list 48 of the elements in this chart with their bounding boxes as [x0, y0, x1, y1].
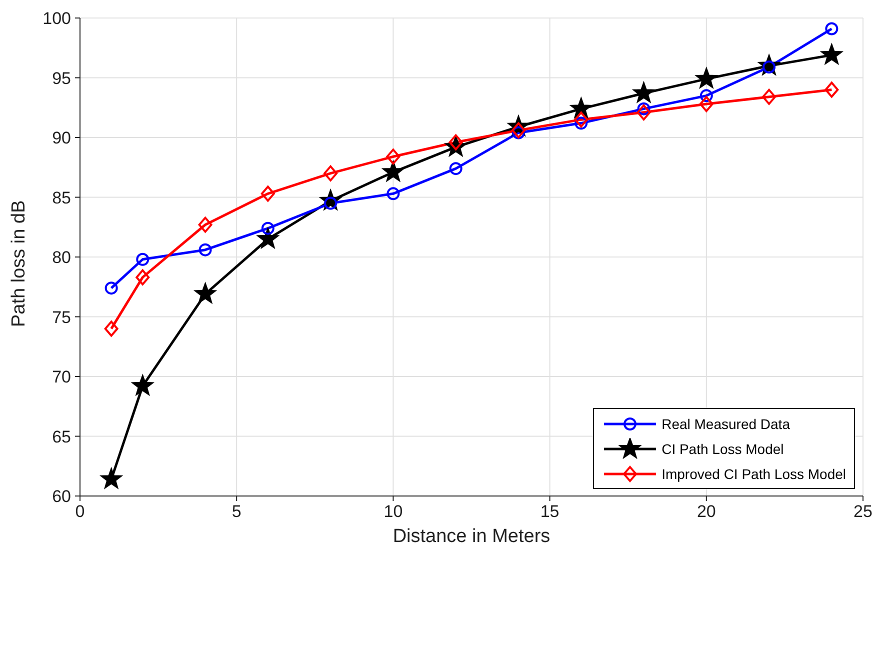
point [136, 252, 150, 266]
legend-label: Real Measured Data [662, 416, 790, 432]
point [699, 96, 714, 112]
point [324, 165, 338, 182]
x-tick-label: 20 [696, 502, 716, 522]
y-tick-label: 85 [52, 188, 71, 208]
point [198, 243, 212, 256]
point [386, 187, 400, 200]
point [632, 82, 655, 103]
legend-label: CI Path Loss Model [662, 440, 784, 456]
x-tick-label: 15 [540, 502, 560, 522]
x-tick-label: 0 [75, 502, 85, 522]
point [700, 89, 713, 102]
point [104, 320, 118, 337]
point [825, 22, 838, 36]
y-tick-label: 75 [52, 308, 71, 327]
y-tick-label: 65 [52, 427, 71, 446]
point [762, 88, 776, 105]
x-tick-label: 25 [854, 502, 872, 522]
point [824, 82, 839, 98]
point [198, 216, 212, 233]
point [260, 186, 275, 202]
point [636, 104, 651, 120]
point [256, 228, 279, 248]
point [574, 112, 588, 128]
point [261, 222, 274, 235]
legend-label: Improved CI Path Loss Model [662, 466, 846, 482]
point [386, 148, 400, 165]
point [100, 468, 122, 489]
x-tick-label: 5 [232, 502, 242, 522]
point [820, 44, 843, 64]
point [194, 282, 216, 304]
point [136, 269, 150, 286]
point [695, 67, 718, 88]
x-axis-title: Distance in Meters [392, 526, 550, 547]
point [104, 282, 118, 295]
point [382, 160, 404, 182]
point [449, 162, 462, 176]
y-tick-label: 60 [52, 487, 71, 506]
point [570, 97, 592, 118]
y-tick-label: 70 [52, 368, 71, 387]
y-tick-label: 95 [52, 68, 71, 88]
y-tick-label: 90 [52, 128, 71, 148]
point [132, 374, 154, 396]
y-tick-label: 80 [52, 248, 71, 268]
y-axis-title: Path loss in dB [8, 200, 30, 327]
x-tick-label: 10 [384, 502, 403, 522]
y-tick-label: 100 [42, 9, 71, 28]
